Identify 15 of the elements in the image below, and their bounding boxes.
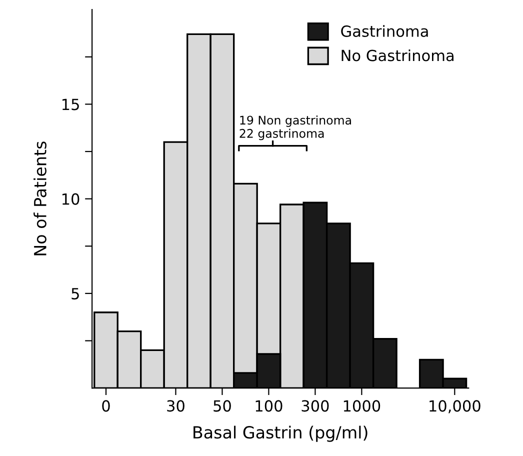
x-axis-title: Basal Gastrin (pg/ml) [194, 426, 368, 442]
legend-label: No Gastrinoma [342, 49, 454, 62]
annotation: 19 Non gastrinoma 22 gastrinoma [240, 116, 351, 140]
legend-label: Gastrinoma [341, 25, 428, 37]
x-tick-label: 100 [256, 400, 282, 412]
y-tick-label: 5 [72, 288, 79, 300]
x-tick-label: 10,000 [430, 400, 480, 414]
y-tick-label: 15 [62, 98, 79, 110]
x-tick-label: 300 [302, 400, 329, 412]
y-axis-title: No of Patients [34, 142, 46, 256]
x-tick-label: 0 [102, 400, 110, 412]
x-tick-label: 50 [214, 400, 231, 412]
x-tick-label: 1000 [344, 400, 380, 412]
y-tick-label: 10 [62, 193, 80, 205]
x-tick-label: 30 [167, 400, 184, 412]
